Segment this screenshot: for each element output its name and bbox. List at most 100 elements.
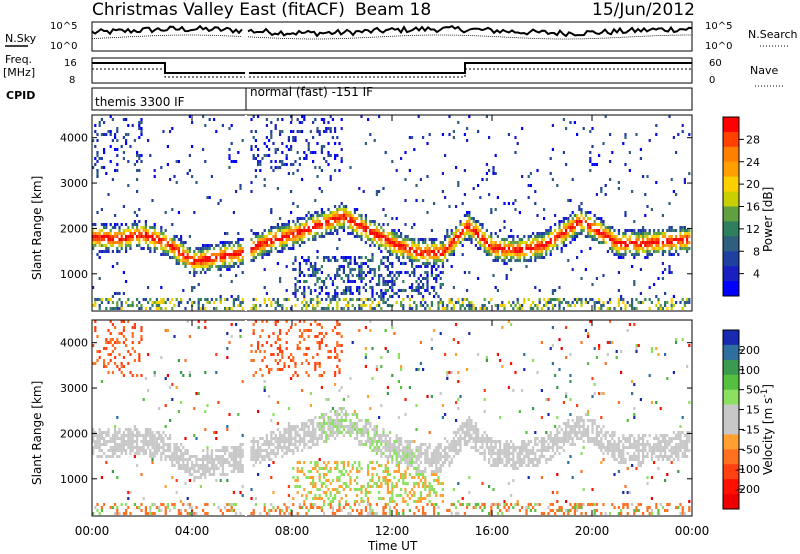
velocity-cell [164, 449, 167, 452]
power-cell [668, 202, 671, 205]
power-cell [340, 148, 343, 151]
velocity-cell [340, 416, 343, 419]
power-cell [281, 160, 284, 163]
velocity-cell [331, 329, 334, 332]
power-cell [424, 301, 427, 304]
velocity-cell [226, 446, 229, 449]
power-cell [441, 247, 444, 250]
velocity-cell [221, 470, 224, 473]
power-cell [617, 304, 620, 307]
power-cell [276, 118, 279, 121]
velocity-cell [208, 461, 211, 464]
velocity-cell [116, 512, 119, 515]
power-cell [448, 235, 451, 238]
power-cell [285, 223, 288, 226]
power-cell [389, 238, 392, 241]
power-cell [296, 226, 299, 229]
velocity-cell [155, 443, 158, 446]
power-cell [639, 247, 642, 250]
power-cell [98, 298, 101, 301]
velocity-cell [303, 422, 306, 425]
velocity-cell [316, 341, 319, 344]
power-cell [459, 223, 462, 226]
power-cell [646, 205, 649, 208]
velocity-cell [257, 452, 260, 455]
velocity-cell [316, 461, 319, 464]
power-cell [166, 145, 169, 148]
velocity-cell [164, 506, 167, 509]
power-cell [338, 214, 341, 217]
power-cell [573, 298, 576, 301]
power-cell [239, 238, 242, 241]
power-cell [235, 241, 238, 244]
velocity-cell [303, 443, 306, 446]
power-cell [133, 223, 136, 226]
velocity-cell [358, 512, 361, 515]
velocity-cell [175, 386, 178, 389]
velocity-cell [404, 500, 407, 503]
power-cell [430, 301, 433, 304]
power-cell [593, 304, 596, 307]
power-cell [191, 286, 194, 289]
power-cell [283, 163, 286, 166]
velocity-cell [301, 332, 304, 335]
power-cell [437, 304, 440, 307]
velocity-cell [257, 347, 260, 350]
power-cell [683, 181, 686, 184]
velocity-cell [301, 494, 304, 497]
velocity-cell [290, 449, 293, 452]
power-cell [169, 244, 172, 247]
power-cell [404, 241, 407, 244]
velocity-cell [188, 479, 191, 482]
power-cell [349, 280, 352, 283]
power-cell [342, 217, 345, 220]
power-cell [290, 307, 293, 310]
power-cell [285, 241, 288, 244]
power-cell [411, 271, 414, 274]
power-cell [573, 229, 576, 232]
power-cell [653, 283, 656, 286]
power-cell [615, 244, 618, 247]
power-cell [336, 232, 339, 235]
power-cell [281, 232, 284, 235]
velocity-cell [400, 365, 403, 368]
velocity-cell [384, 482, 387, 485]
power-cell [162, 235, 165, 238]
power-cell [336, 286, 339, 289]
power-cell [606, 232, 609, 235]
power-cell [149, 226, 152, 229]
velocity-cell [400, 488, 403, 491]
power-cell [545, 253, 548, 256]
velocity-cell [371, 512, 374, 515]
velocity-cell [257, 473, 260, 476]
velocity-cell [334, 494, 337, 497]
power-cell [591, 235, 594, 238]
velocity-cell [195, 437, 198, 440]
velocity-cell [320, 413, 323, 416]
velocity-cell [166, 374, 169, 377]
power-cell [138, 169, 141, 172]
power-cell [224, 244, 227, 247]
velocity-cell [345, 503, 348, 506]
power-cell [397, 244, 400, 247]
power-cell [116, 262, 119, 265]
power-cell [587, 226, 590, 229]
velocity-cell [309, 503, 312, 506]
power-cell [226, 247, 229, 250]
power-cell [272, 235, 275, 238]
power-cell [155, 235, 158, 238]
power-cell [591, 229, 594, 232]
power-cell [371, 229, 374, 232]
power-cell [270, 247, 273, 250]
velocity-cell [98, 440, 101, 443]
power-cell [298, 130, 301, 133]
velocity-cell [270, 434, 273, 437]
velocity-cell [296, 470, 299, 473]
power-cell [98, 244, 101, 247]
velocity-cell [184, 482, 187, 485]
velocity-cell [309, 446, 312, 449]
power-cell [274, 127, 277, 130]
velocity-cell [314, 428, 317, 431]
power-cell [298, 265, 301, 268]
power-cell [290, 130, 293, 133]
